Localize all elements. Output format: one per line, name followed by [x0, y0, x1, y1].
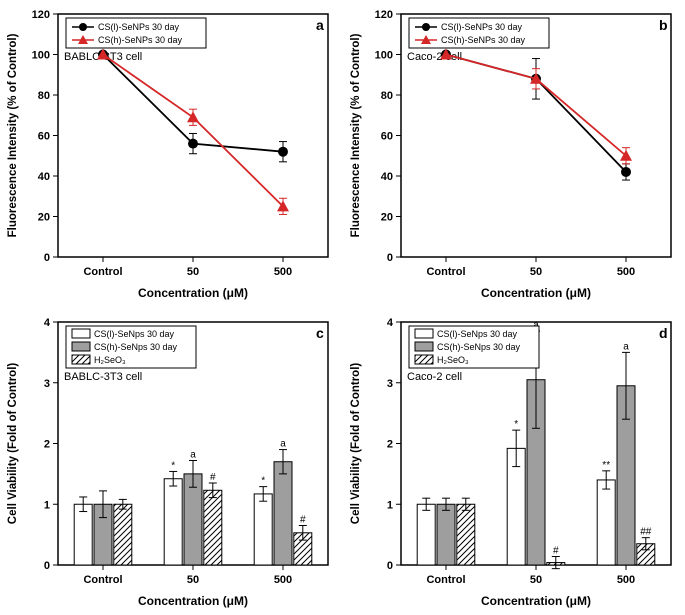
- svg-text:CS(h)-SeNps 30 day: CS(h)-SeNps 30 day: [94, 342, 178, 352]
- svg-text:BABLC-3T3 cell: BABLC-3T3 cell: [64, 371, 142, 383]
- svg-text:4: 4: [44, 317, 51, 329]
- svg-text:100: 100: [32, 50, 50, 62]
- svg-text:50: 50: [529, 574, 541, 586]
- svg-text:0: 0: [386, 560, 392, 572]
- panel-d: 0 1 2 3 4 Control 50 500 Concentration (μM) Cell …: [343, 308, 685, 615]
- figure-grid: 020406080100120Control50500Concentration…: [0, 0, 685, 615]
- svg-text:*: *: [261, 475, 265, 486]
- svg-text:60: 60: [38, 131, 50, 143]
- svg-text:*: *: [171, 460, 175, 471]
- svg-text:CS(h)-SeNPs 30 day: CS(h)-SeNPs 30 day: [441, 35, 526, 45]
- svg-text:a: a: [623, 341, 629, 352]
- svg-text:50: 50: [187, 574, 199, 586]
- svg-text:Cell Viability (Fold of Contro: Cell Viability (Fold of Control): [350, 362, 362, 524]
- svg-text:d: d: [659, 325, 668, 341]
- panel-b: 0 20 40 60 80 100 120 Control 50 500 Concentration…: [343, 0, 685, 308]
- svg-text:120: 120: [32, 9, 50, 21]
- svg-text:60: 60: [380, 131, 392, 143]
- svg-text:50: 50: [529, 266, 541, 278]
- svg-text:*: *: [514, 419, 518, 430]
- svg-text:Concentration (μM): Concentration (μM): [481, 594, 591, 608]
- svg-text:Caco-2 cell: Caco-2 cell: [407, 371, 462, 383]
- svg-text:20: 20: [38, 212, 50, 224]
- svg-text:CS(l)-SeNps 30 day: CS(l)-SeNps 30 day: [94, 329, 175, 339]
- svg-text:80: 80: [38, 90, 50, 102]
- svg-text:H₂SeO₃: H₂SeO₃: [437, 355, 469, 365]
- svg-text:Fluorescence Intensity (% of C: Fluorescence Intensity (% of Control): [7, 33, 19, 237]
- svg-text:CS(l)-SeNPs 30 day: CS(l)-SeNPs 30 day: [98, 22, 180, 32]
- svg-text:500: 500: [274, 266, 292, 278]
- svg-text:Control: Control: [83, 574, 122, 586]
- panel-a: 0 20 40 60 80 100 120 Control 50 500 Concentration…: [0, 0, 343, 308]
- svg-text:40: 40: [380, 171, 392, 183]
- svg-text:CS(l)-SeNps 30 day: CS(l)-SeNps 30 day: [437, 329, 518, 339]
- svg-text:H₂SeO₃: H₂SeO₃: [94, 355, 126, 365]
- svg-text:CS(h)-SeNps 30 day: CS(h)-SeNps 30 day: [437, 342, 521, 352]
- svg-text:Control: Control: [83, 266, 122, 278]
- svg-text:1: 1: [44, 499, 50, 511]
- svg-text:CS(h)-SeNPs 30 day: CS(h)-SeNPs 30 day: [98, 35, 183, 45]
- svg-text:0: 0: [44, 252, 50, 264]
- svg-text:2: 2: [386, 438, 392, 450]
- svg-text:a: a: [280, 438, 286, 449]
- svg-text:b: b: [659, 17, 668, 33]
- svg-text:500: 500: [616, 266, 634, 278]
- svg-text:#: #: [553, 545, 559, 556]
- svg-text:#: #: [210, 471, 216, 482]
- svg-text:500: 500: [274, 574, 292, 586]
- svg-text:a: a: [190, 449, 196, 460]
- svg-text:#: #: [300, 514, 306, 525]
- svg-text:0: 0: [386, 252, 392, 264]
- svg-text:##: ##: [640, 526, 652, 537]
- svg-text:2: 2: [44, 438, 50, 450]
- svg-text:4: 4: [386, 317, 393, 329]
- svg-text:120: 120: [374, 9, 392, 21]
- svg-text:**: **: [602, 459, 610, 470]
- svg-text:3: 3: [386, 377, 392, 389]
- svg-text:Cell Viability (Fold of Contro: Cell Viability (Fold of Control): [7, 362, 19, 524]
- svg-text:Fluorescence Intensity (% of C: Fluorescence Intensity (% of Control): [350, 33, 362, 237]
- svg-text:3: 3: [44, 377, 50, 389]
- svg-text:CS(l)-SeNPs 30 day: CS(l)-SeNPs 30 day: [441, 22, 523, 32]
- svg-text:Concentration (μM): Concentration (μM): [481, 286, 591, 300]
- svg-text:50: 50: [187, 266, 199, 278]
- svg-text:20: 20: [380, 212, 392, 224]
- svg-text:0: 0: [44, 560, 50, 572]
- svg-text:c: c: [316, 325, 324, 341]
- svg-text:Concentration (μM): Concentration (μM): [138, 594, 248, 608]
- svg-text:1: 1: [386, 499, 392, 511]
- panel-c: 0 1 2 3 4 Control 50 500 Concentration (μM) Cell …: [0, 308, 343, 615]
- svg-text:40: 40: [38, 171, 50, 183]
- svg-text:Control: Control: [426, 266, 465, 278]
- svg-text:80: 80: [380, 90, 392, 102]
- svg-text:a: a: [316, 17, 324, 33]
- svg-text:Control: Control: [426, 574, 465, 586]
- svg-text:Concentration (μM): Concentration (μM): [138, 286, 248, 300]
- svg-text:500: 500: [616, 574, 634, 586]
- svg-text:100: 100: [374, 50, 392, 62]
